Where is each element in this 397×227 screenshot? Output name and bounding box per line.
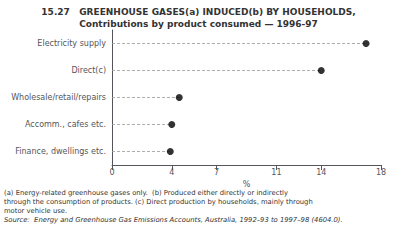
svg-text:18: 18 xyxy=(376,168,386,177)
svg-text:14: 14 xyxy=(316,168,326,177)
svg-text:Wholesale/retail/repairs: Wholesale/retail/repairs xyxy=(11,93,106,102)
svg-text:Electricity supply: Electricity supply xyxy=(37,39,106,48)
svg-text:0: 0 xyxy=(109,168,114,177)
svg-text:4: 4 xyxy=(169,168,174,177)
svg-text:15.27 GREENHOUSE GASES(a) IN: 15.27 GREENHOUSE GASES(a) INDUCED(b) BY … xyxy=(41,7,355,17)
svg-text:7: 7 xyxy=(214,168,219,177)
svg-text:Contributions by product consu: Contributions by product consumed — 1996… xyxy=(79,19,318,29)
svg-text:%: % xyxy=(243,180,251,189)
svg-text:Finance, dwellings etc.: Finance, dwellings etc. xyxy=(15,147,106,156)
svg-text:Accomm., cafes etc.: Accomm., cafes etc. xyxy=(25,120,106,129)
svg-text:(a) Energy-related greenhouse: (a) Energy-related greenhouse gases only… xyxy=(4,189,288,197)
svg-text:motor vehicle use.: motor vehicle use. xyxy=(4,207,67,215)
svg-text:Source: Energy and Greenhouse: Source: Energy and Greenhouse Gas Emissi… xyxy=(4,216,343,224)
svg-text:11: 11 xyxy=(271,168,281,177)
svg-text:Direct(c): Direct(c) xyxy=(71,66,106,75)
svg-text:through the consumption of pro: through the consumption of products. (c)… xyxy=(4,198,313,206)
